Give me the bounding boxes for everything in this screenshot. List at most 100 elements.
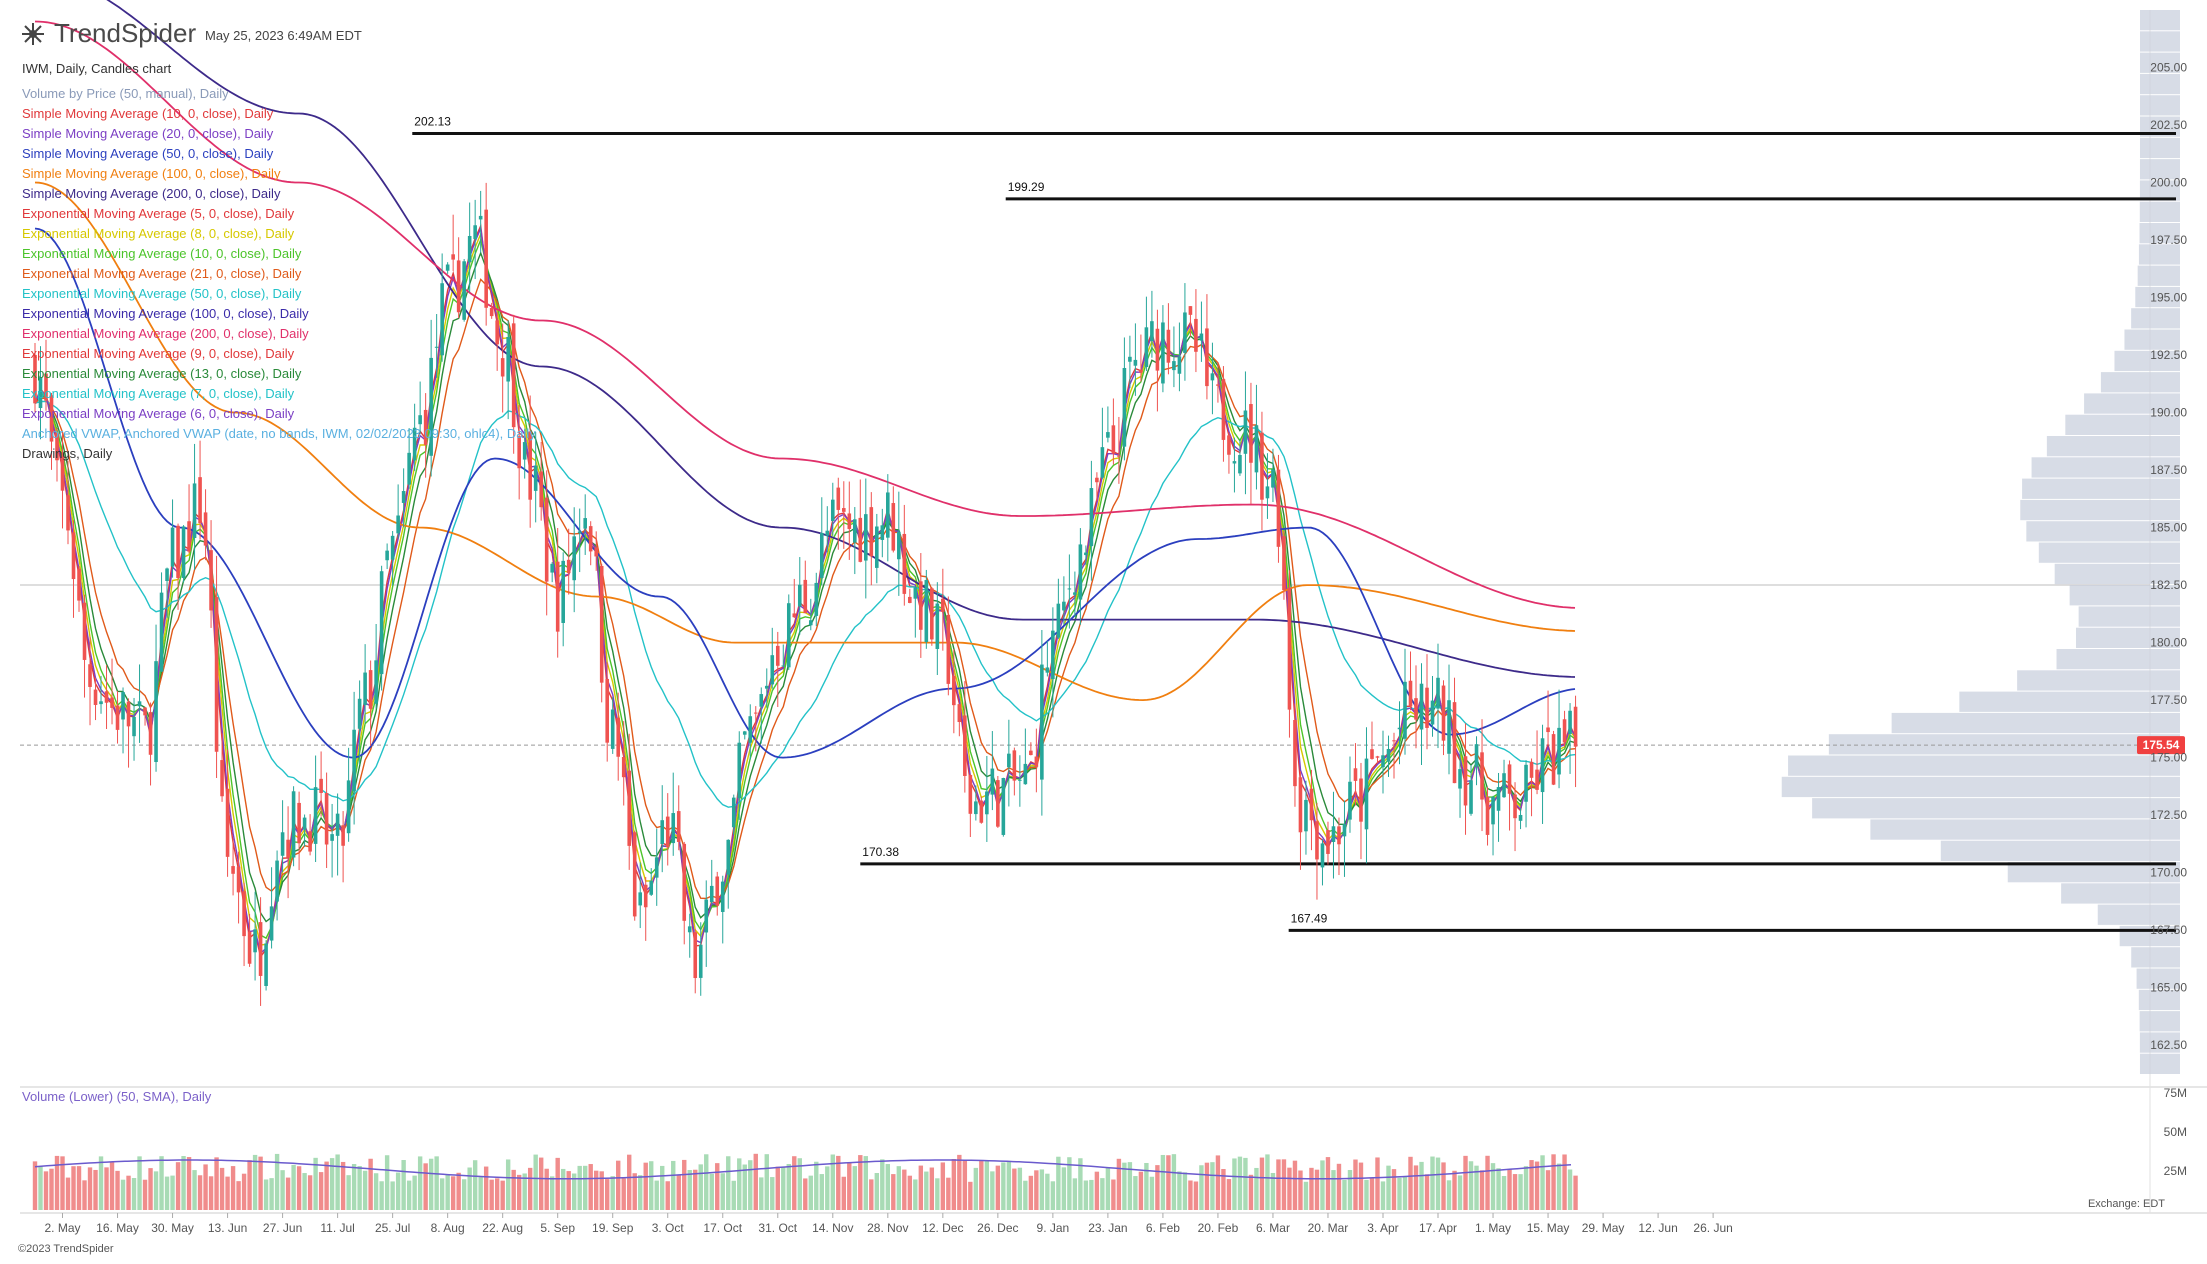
legend-item[interactable]: Exponential Moving Average (6, 0, close)… (22, 406, 295, 421)
volume-by-price-bar (2135, 286, 2180, 308)
candle-body (1557, 727, 1561, 775)
legend-item[interactable]: Simple Moving Average (20, 0, close), Da… (22, 126, 274, 141)
x-tick-label: 26. Dec (977, 1221, 1018, 1235)
volume-bar (715, 1163, 720, 1210)
candle-body (577, 531, 582, 534)
indicator-legend[interactable]: Volume by Price (50, manual), Daily Simpl… (22, 84, 662, 464)
candle-body (632, 832, 637, 917)
candle-body (808, 620, 813, 626)
volume-by-price-bar (2100, 372, 2180, 393)
volume-bar (230, 1166, 236, 1210)
legend-item[interactable]: Simple Moving Average (100, 0, close), D… (22, 166, 281, 181)
x-tick-label: 3. Apr (1367, 1221, 1398, 1235)
candle-body (1458, 769, 1462, 789)
legend-item[interactable]: Exponential Moving Average (5, 0, close)… (22, 206, 295, 221)
candle-body (231, 866, 235, 874)
legend-item[interactable]: Exponential Moving Average (10, 0, close… (22, 246, 302, 261)
volume-bar (1545, 1170, 1551, 1210)
volume-bar (858, 1155, 863, 1210)
legend-item[interactable]: Exponential Moving Average (7, 0, close)… (22, 386, 295, 401)
candle-body (154, 661, 158, 763)
candle-body (709, 885, 714, 903)
candle-body (1441, 685, 1446, 741)
volume-bar (621, 1178, 626, 1210)
candle-body (825, 530, 830, 536)
volume-by-price-bar (2038, 542, 2180, 563)
volume-by-price-bar (2097, 904, 2180, 925)
volume-bar (1562, 1154, 1567, 1210)
volume-bar (929, 1167, 935, 1210)
volume-bar (1507, 1168, 1512, 1210)
candle-body (985, 791, 989, 815)
legend-item[interactable]: Exponential Moving Average (9, 0, close)… (22, 346, 295, 361)
legend-item[interactable]: Exponential Moving Average (200, 0, clos… (22, 326, 309, 341)
candle-body (781, 665, 786, 667)
legend-item[interactable]: Drawings, Daily (22, 446, 113, 461)
volume-bar (632, 1173, 637, 1210)
volume-by-price-bar (2075, 627, 2180, 648)
volume-by-price-layer (1781, 10, 2180, 1074)
volume-bar (968, 1181, 973, 1210)
candle-body (1210, 373, 1215, 381)
volume-by-price-bar (2026, 521, 2180, 542)
volume-by-price-bar (2139, 201, 2180, 222)
legend-item[interactable]: Exponential Moving Average (50, 0, close… (22, 286, 302, 301)
volume-bar (654, 1180, 659, 1210)
legend-item[interactable]: Simple Moving Average (10, 0, close), Da… (22, 106, 274, 121)
legend-item[interactable]: Anchored VWAP, Anchored VWAP (date, no b… (22, 426, 536, 441)
candle-body (275, 860, 279, 902)
ema-line (34, 278, 1576, 900)
volume-bar (500, 1180, 505, 1210)
volume-bar (1320, 1160, 1325, 1210)
candle-body (203, 512, 208, 546)
candle-body (1199, 333, 1204, 341)
candle-body (198, 477, 202, 524)
trendspider-logo-icon (22, 22, 44, 45)
volume-bar (891, 1174, 896, 1210)
candle-body (924, 580, 929, 642)
legend-item[interactable]: Simple Moving Average (50, 0, close), Da… (22, 146, 274, 161)
legend-item[interactable]: Simple Moving Average (200, 0, close), D… (22, 186, 281, 201)
candle-body (506, 336, 510, 382)
candle-body (181, 526, 186, 579)
candle-body (451, 254, 455, 260)
legend-item[interactable]: Exponential Moving Average (13, 0, close… (22, 366, 302, 381)
legend-item[interactable]: Volume by Price (50, manual), Daily (22, 86, 229, 101)
candle-body (33, 354, 37, 404)
volume-bar (1226, 1179, 1232, 1210)
candle-body (412, 427, 417, 461)
volume-bar (340, 1161, 346, 1210)
volume-bar (1078, 1158, 1083, 1210)
candle-body (1386, 748, 1391, 762)
candle-body (1469, 780, 1473, 814)
candle-body (930, 588, 934, 640)
candle-body (143, 707, 147, 716)
legend-item[interactable]: Exponential Moving Average (21, 0, close… (22, 266, 302, 281)
legend-item[interactable]: Exponential Moving Average (100, 0, clos… (22, 306, 309, 321)
volume-bar (197, 1175, 203, 1210)
candle-body (1122, 367, 1127, 447)
candle-body (473, 225, 477, 240)
candle-body (1133, 359, 1138, 366)
volume-bar (87, 1167, 93, 1210)
candle-body (489, 307, 494, 317)
candle-body (1161, 322, 1165, 384)
volume-bar (896, 1166, 902, 1210)
volume-bar (1193, 1181, 1199, 1210)
volume-bar (1166, 1155, 1171, 1210)
volume-tick-label: 50M (2164, 1125, 2187, 1139)
y-tick-label: 175.00 (2150, 751, 2187, 765)
volume-bar (1342, 1179, 1347, 1210)
candle-body (484, 209, 488, 308)
volume-bar (533, 1154, 538, 1210)
volume-by-price-bar (2114, 350, 2180, 372)
candle-body (286, 839, 290, 858)
candle-body (880, 525, 885, 540)
chart-title: IWM, Daily, Candles chart (22, 61, 172, 76)
volume-bar (175, 1162, 181, 1210)
last-price-tag (2137, 736, 2185, 755)
volume-bar (1287, 1167, 1292, 1210)
volume-bar (1144, 1162, 1149, 1210)
legend-item[interactable]: Exponential Moving Average (8, 0, close)… (22, 226, 295, 241)
